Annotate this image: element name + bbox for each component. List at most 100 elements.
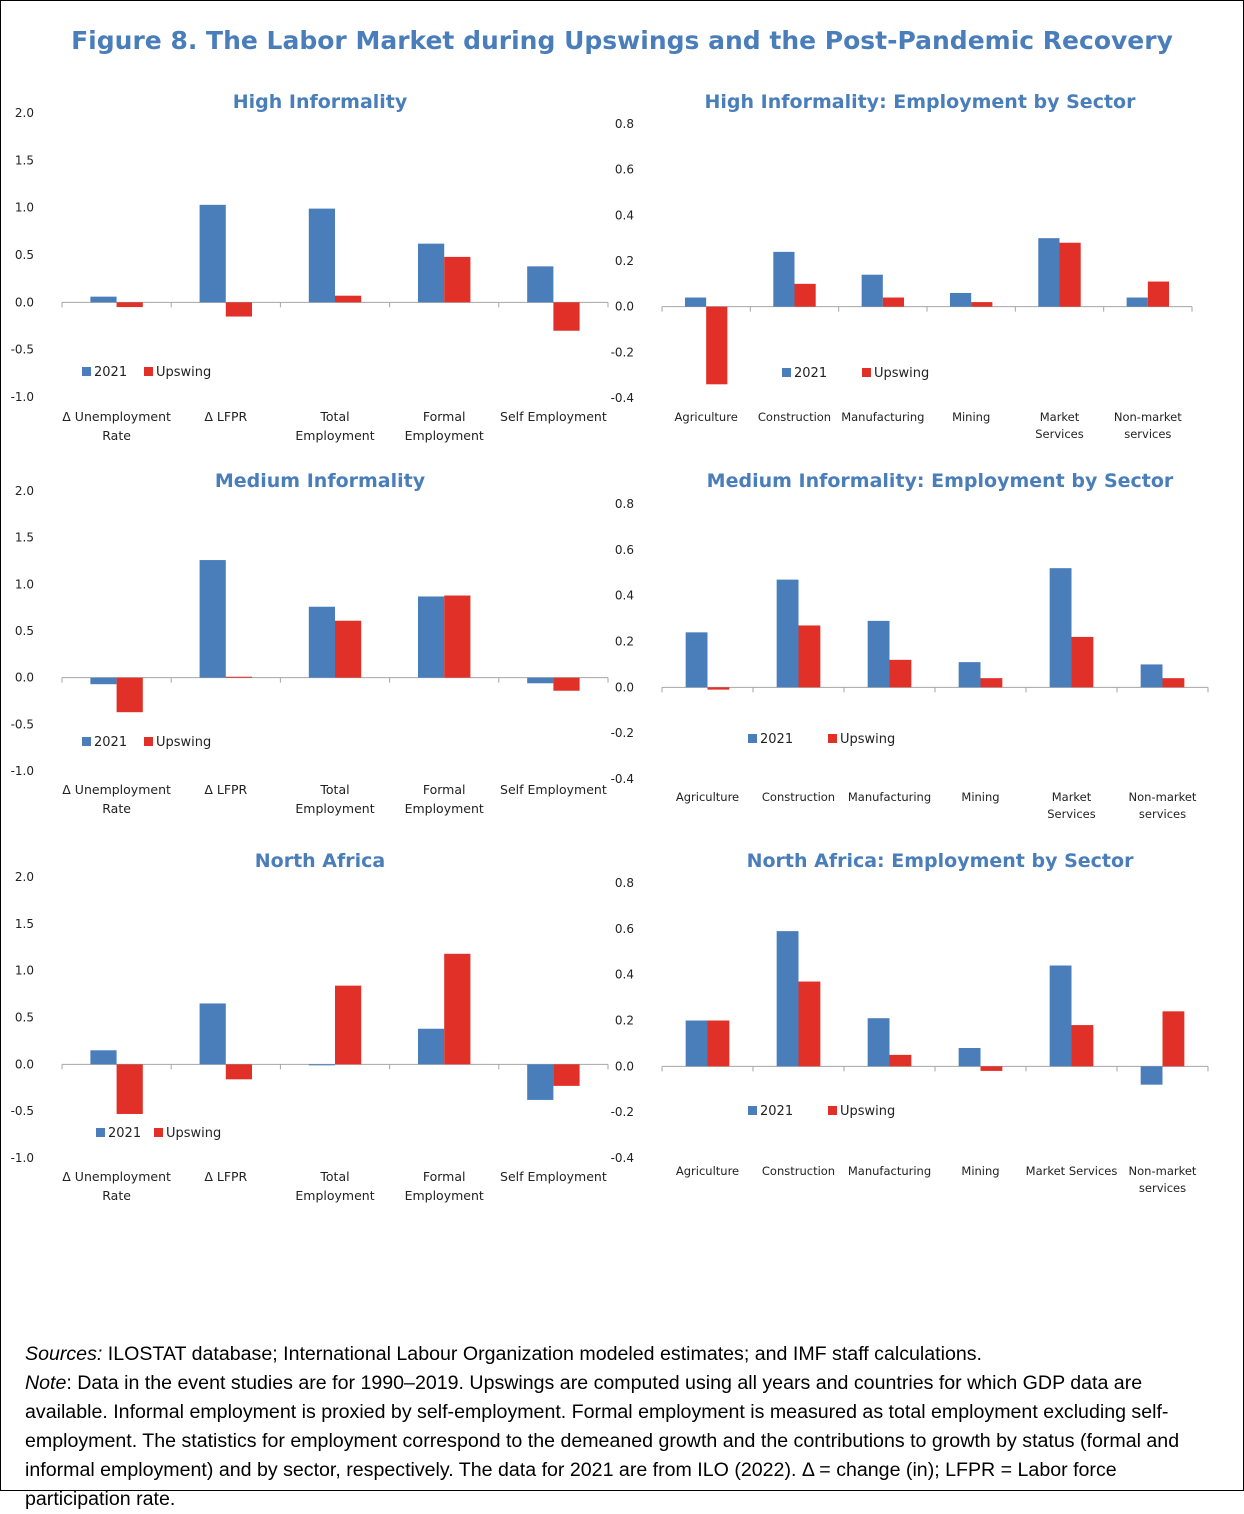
category-label: Δ LFPR (204, 409, 247, 424)
y-tick-label: -0.2 (611, 345, 634, 359)
category-label: Agriculture (675, 410, 738, 424)
legend-swatch (828, 734, 837, 743)
category-label: Non-market (1114, 410, 1182, 424)
y-tick-label: 0.4 (615, 968, 634, 982)
bar-2021 (308, 606, 335, 678)
legend-swatch (144, 737, 153, 746)
y-tick-label: 0.0 (15, 1057, 34, 1071)
bar-2021 (90, 1050, 117, 1065)
bar-2021 (308, 1064, 335, 1066)
y-tick-label: 1.5 (15, 153, 34, 167)
category-label: Construction (758, 410, 831, 424)
y-tick-label: -0.4 (611, 772, 634, 786)
y-tick-label: 0.4 (615, 589, 634, 603)
bar-upswing (706, 306, 728, 385)
legend-label: Upswing (840, 1104, 895, 1119)
note-text: : Data in the event studies are for 1990… (25, 1372, 1180, 1510)
category-label: Employment (295, 428, 374, 443)
chart-medium-informality: Medium Informality 2.0 1.5 1.0 0.5 0.0 -0.5 -1.… (11, 466, 620, 831)
chart-medium-informality-sector: Medium Informality: Employment by Sector… (611, 466, 1220, 831)
chart-title: North Africa (255, 850, 386, 872)
bar-upswing (707, 1020, 730, 1067)
chart-high-informality: High Informality 2.0 1.5 1.0 0.5 0.0 -0.5 -1.0 Δ… (11, 88, 620, 453)
bar-upswing (116, 1064, 143, 1114)
legend-label: 2021 (794, 366, 827, 381)
bar-2021 (1049, 568, 1072, 688)
y-tick-label: 1.0 (15, 201, 34, 215)
bar-2021 (417, 1028, 445, 1065)
legend-swatch (862, 368, 871, 377)
bar-upswing (116, 677, 143, 713)
legend-label: 2021 (760, 732, 793, 747)
category-label: Rate (102, 801, 131, 816)
sources-text: ILOSTAT database; International Labour O… (102, 1343, 982, 1365)
legend-label: Upswing (166, 1126, 221, 1141)
category-label: Self Employment (500, 1169, 607, 1184)
bar-upswing (553, 677, 580, 691)
bar-2021 (90, 677, 117, 685)
bar-2021 (90, 296, 117, 303)
legend-swatch (154, 1128, 163, 1137)
y-tick-label: -0.2 (611, 1105, 634, 1119)
y-tick-label: 0.0 (615, 300, 634, 314)
bar-2021 (199, 204, 226, 303)
y-tick-label: 0.8 (615, 497, 634, 511)
y-tick-label: 1.0 (15, 964, 34, 978)
bar-2021 (685, 1020, 708, 1067)
bar-upswing (794, 283, 816, 307)
bar-upswing (444, 595, 471, 678)
category-label: Δ Unemployment (62, 1169, 171, 1184)
category-label: Construction (762, 1164, 835, 1178)
bar-upswing (335, 985, 362, 1065)
y-tick-label: 2.0 (15, 484, 34, 498)
category-label: Employment (405, 801, 484, 816)
bar-2021 (527, 266, 554, 303)
sources-label: Sources: (25, 1343, 103, 1365)
category-label: services (1139, 1181, 1186, 1195)
y-tick-label: -0.2 (611, 726, 634, 740)
category-label: Δ LFPR (204, 1169, 247, 1184)
bar-2021 (776, 579, 799, 688)
bar-upswing (1147, 281, 1170, 307)
bar-upswing (798, 981, 821, 1067)
chart-title: High Informality: Employment by Sector (705, 91, 1137, 113)
chart-title: Medium Informality (215, 470, 426, 492)
y-tick-label: 0.0 (15, 671, 34, 685)
category-label: Services (1035, 427, 1084, 441)
bar-2021 (1126, 297, 1148, 307)
category-label: Rate (102, 428, 131, 443)
bar-2021 (1140, 1066, 1163, 1085)
legend-label: 2021 (94, 735, 127, 750)
legend-label: Upswing (840, 732, 895, 747)
bar-upswing (335, 620, 362, 678)
bar-2021 (308, 208, 335, 303)
y-tick-label: 0.5 (15, 248, 34, 262)
category-label: Non-market (1129, 1164, 1197, 1178)
category-label: Δ Unemployment (62, 409, 171, 424)
bar-upswing (116, 302, 143, 308)
bar-upswing (225, 1064, 253, 1080)
category-label: services (1124, 427, 1171, 441)
bar-2021 (1038, 238, 1060, 307)
category-label: Non-market (1129, 790, 1197, 804)
bar-upswing (444, 256, 471, 303)
category-label: Market (1052, 790, 1092, 804)
y-tick-label: 0.5 (15, 624, 34, 638)
bar-2021 (1049, 965, 1072, 1067)
category-label: services (1139, 807, 1186, 821)
category-label: Mining (961, 1164, 999, 1178)
bar-upswing (971, 302, 993, 307)
bar-upswing (1162, 678, 1185, 688)
bar-2021 (949, 292, 972, 307)
chart-high-informality-sector: High Informality: Employment by Sector 0.… (611, 88, 1220, 453)
bar-upswing (553, 302, 580, 331)
y-tick-label: 0.6 (615, 922, 634, 936)
y-tick-label: 0.6 (615, 543, 634, 557)
y-tick-label: 0.0 (615, 680, 634, 694)
y-tick-label: 0.8 (615, 876, 634, 890)
category-label: Employment (405, 428, 484, 443)
category-label: Δ Unemployment (62, 782, 171, 797)
legend-swatch (144, 367, 153, 376)
bar-2021 (685, 632, 708, 688)
y-tick-label: -0.5 (11, 717, 34, 731)
